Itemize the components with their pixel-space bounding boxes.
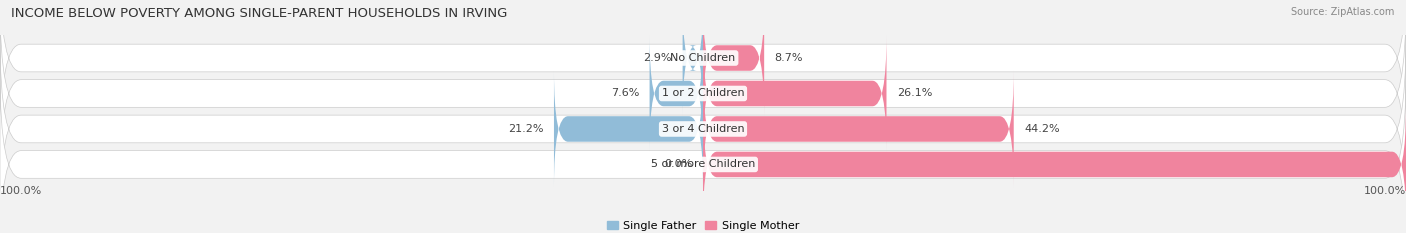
FancyBboxPatch shape: [554, 71, 703, 187]
Text: 100.0%: 100.0%: [1364, 186, 1406, 196]
FancyBboxPatch shape: [0, 72, 1406, 233]
Text: 5 or more Children: 5 or more Children: [651, 159, 755, 169]
Text: 3 or 4 Children: 3 or 4 Children: [662, 124, 744, 134]
Text: 1 or 2 Children: 1 or 2 Children: [662, 89, 744, 99]
FancyBboxPatch shape: [0, 36, 1406, 222]
FancyBboxPatch shape: [683, 0, 703, 116]
FancyBboxPatch shape: [703, 0, 765, 116]
FancyBboxPatch shape: [0, 0, 1406, 151]
FancyBboxPatch shape: [703, 106, 1406, 223]
Text: 21.2%: 21.2%: [508, 124, 543, 134]
Text: 44.2%: 44.2%: [1024, 124, 1060, 134]
Text: INCOME BELOW POVERTY AMONG SINGLE-PARENT HOUSEHOLDS IN IRVING: INCOME BELOW POVERTY AMONG SINGLE-PARENT…: [11, 7, 508, 20]
FancyBboxPatch shape: [0, 1, 1406, 186]
Legend: Single Father, Single Mother: Single Father, Single Mother: [602, 216, 804, 233]
Text: 26.1%: 26.1%: [897, 89, 932, 99]
FancyBboxPatch shape: [650, 35, 703, 152]
FancyBboxPatch shape: [703, 35, 886, 152]
Text: 100.0%: 100.0%: [0, 186, 42, 196]
Text: No Children: No Children: [671, 53, 735, 63]
Text: 0.0%: 0.0%: [664, 159, 693, 169]
Text: Source: ZipAtlas.com: Source: ZipAtlas.com: [1291, 7, 1395, 17]
Text: 2.9%: 2.9%: [644, 53, 672, 63]
Text: 8.7%: 8.7%: [775, 53, 803, 63]
Text: 7.6%: 7.6%: [610, 89, 640, 99]
FancyBboxPatch shape: [703, 71, 1014, 187]
